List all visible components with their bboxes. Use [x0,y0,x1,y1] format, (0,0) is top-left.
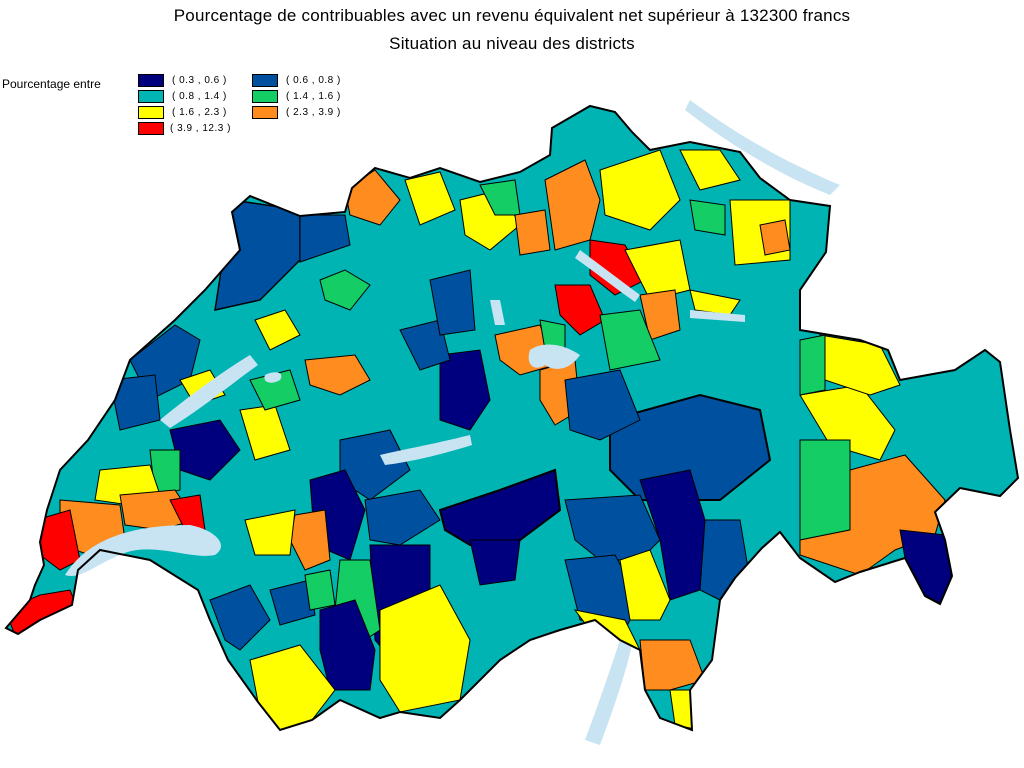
legend-swatch [252,90,278,103]
district [304,354,371,396]
legend-range: ( 2.3 , 3.9 ) [286,107,341,118]
district [319,599,376,691]
lake-neuchatel [160,355,258,428]
district [244,509,296,556]
district [689,199,726,236]
lake-zurich [575,250,640,302]
district [599,309,661,371]
district [699,519,751,601]
legend-range: ( 0.6 , 0.8 ) [286,75,341,86]
district [6,589,81,636]
district [438,468,562,547]
district [609,393,772,501]
lake-thun-brienz [380,435,472,465]
district [319,269,371,311]
district [554,284,606,336]
legend-swatch [138,106,164,119]
district [404,171,456,226]
district [299,214,351,263]
legend-range: ( 0.8 , 1.4 ) [172,91,227,102]
legend-swatch [138,122,164,135]
map-subtitle: Situation au niveau des districts [389,34,635,53]
lake-murten [264,372,282,383]
lake-maggiore [585,640,632,745]
district [544,159,601,251]
district [514,209,551,256]
legend-range: ( 0.3 , 0.6 ) [172,75,227,86]
lake-geneva [65,525,221,576]
district [429,269,476,336]
lakes [65,100,840,745]
district [399,319,451,371]
legend-swatch [252,74,278,87]
legend-range: ( 3.9 , 12.3 ) [170,123,231,134]
map-title: Pourcentage de contribuables avec un rev… [173,6,851,25]
lake-constance [685,100,840,195]
district [759,219,791,256]
district [469,539,521,586]
district [439,349,491,431]
lake-lucerne [528,344,580,369]
legend-range: ( 1.4 , 1.6 ) [286,91,341,102]
legend-swatch [138,90,164,103]
legend-label: Pourcentage entre [2,77,101,91]
district [564,369,641,441]
district [799,334,826,396]
lake-hallwil [490,300,505,325]
lake-walen [690,310,745,322]
districts [6,106,1018,730]
district [209,584,271,651]
district [799,439,851,541]
district [799,454,946,576]
legend-swatch [252,106,278,119]
legend-range: ( 1.6 , 2.3 ) [172,107,227,118]
district [639,289,681,341]
district [269,579,316,626]
district [679,149,741,191]
district [254,309,301,351]
district [619,549,671,621]
country-outline [4,104,1020,732]
district [304,569,336,611]
district [364,489,441,546]
district [599,149,681,231]
legend-swatch [138,74,164,87]
